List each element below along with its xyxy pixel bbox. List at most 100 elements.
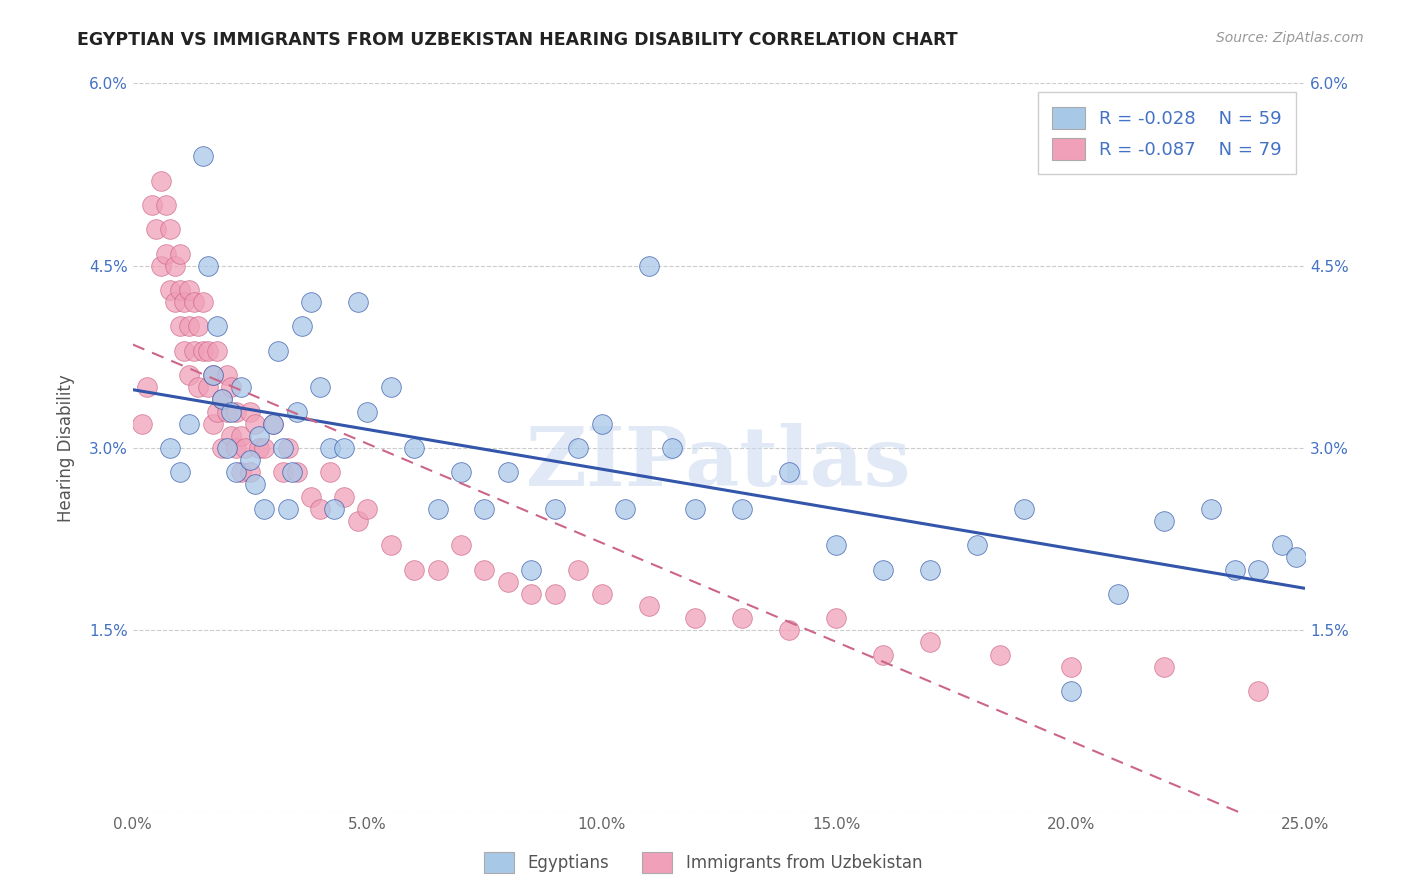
- Point: [229, 380, 252, 394]
- Point: [966, 538, 988, 552]
- Point: [450, 465, 472, 479]
- Point: [520, 562, 543, 576]
- Point: [219, 429, 242, 443]
- Point: [825, 611, 848, 625]
- Point: [285, 465, 308, 479]
- Point: [872, 648, 894, 662]
- Point: [249, 441, 271, 455]
- Point: [1201, 501, 1223, 516]
- Point: [333, 441, 356, 455]
- Point: [169, 465, 191, 479]
- Point: [299, 295, 322, 310]
- Point: [183, 343, 205, 358]
- Y-axis label: Hearing Disability: Hearing Disability: [58, 374, 75, 522]
- Point: [191, 343, 214, 358]
- Point: [243, 417, 266, 431]
- Point: [145, 222, 167, 236]
- Point: [197, 259, 219, 273]
- Point: [731, 501, 754, 516]
- Point: [591, 587, 613, 601]
- Point: [277, 441, 299, 455]
- Point: [229, 429, 252, 443]
- Point: [169, 319, 191, 334]
- Point: [205, 343, 228, 358]
- Point: [356, 404, 378, 418]
- Point: [219, 404, 242, 418]
- Point: [201, 368, 224, 382]
- Point: [271, 441, 294, 455]
- Point: [918, 562, 941, 576]
- Point: [215, 368, 238, 382]
- Point: [191, 295, 214, 310]
- Point: [544, 501, 567, 516]
- Point: [614, 501, 637, 516]
- Point: [474, 501, 496, 516]
- Point: [169, 283, 191, 297]
- Point: [229, 465, 252, 479]
- Point: [323, 501, 346, 516]
- Point: [253, 441, 276, 455]
- Point: [567, 562, 589, 576]
- Point: [263, 417, 285, 431]
- Point: [356, 501, 378, 516]
- Point: [637, 259, 659, 273]
- Point: [544, 587, 567, 601]
- Point: [183, 295, 205, 310]
- Point: [131, 417, 153, 431]
- Point: [163, 259, 186, 273]
- Point: [404, 562, 426, 576]
- Point: [333, 490, 356, 504]
- Point: [872, 562, 894, 576]
- Point: [685, 611, 707, 625]
- Point: [1012, 501, 1035, 516]
- Point: [243, 477, 266, 491]
- Point: [1223, 562, 1246, 576]
- Point: [291, 319, 314, 334]
- Point: [267, 343, 290, 358]
- Point: [281, 465, 304, 479]
- Point: [347, 514, 370, 528]
- Point: [1247, 684, 1270, 698]
- Point: [591, 417, 613, 431]
- Point: [205, 404, 228, 418]
- Point: [1107, 587, 1129, 601]
- Point: [1271, 538, 1294, 552]
- Point: [205, 319, 228, 334]
- Point: [277, 501, 299, 516]
- Point: [173, 343, 195, 358]
- Text: EGYPTIAN VS IMMIGRANTS FROM UZBEKISTAN HEARING DISABILITY CORRELATION CHART: EGYPTIAN VS IMMIGRANTS FROM UZBEKISTAN H…: [77, 31, 957, 49]
- Point: [285, 404, 308, 418]
- Point: [404, 441, 426, 455]
- Point: [149, 259, 172, 273]
- Point: [211, 392, 233, 407]
- Point: [426, 562, 449, 576]
- Point: [163, 295, 186, 310]
- Legend: Egyptians, Immigrants from Uzbekistan: Egyptians, Immigrants from Uzbekistan: [477, 846, 929, 880]
- Point: [215, 441, 238, 455]
- Point: [1285, 550, 1308, 565]
- Point: [380, 380, 402, 394]
- Point: [239, 404, 262, 418]
- Point: [918, 635, 941, 649]
- Point: [309, 380, 332, 394]
- Text: Source: ZipAtlas.com: Source: ZipAtlas.com: [1216, 31, 1364, 45]
- Point: [319, 441, 342, 455]
- Point: [1153, 514, 1175, 528]
- Point: [309, 501, 332, 516]
- Point: [426, 501, 449, 516]
- Point: [520, 587, 543, 601]
- Point: [225, 404, 247, 418]
- Point: [1153, 659, 1175, 673]
- Point: [496, 465, 519, 479]
- Point: [159, 283, 181, 297]
- Point: [685, 501, 707, 516]
- Point: [731, 611, 754, 625]
- Point: [155, 198, 177, 212]
- Point: [201, 368, 224, 382]
- Point: [149, 174, 172, 188]
- Point: [253, 501, 276, 516]
- Point: [1059, 684, 1081, 698]
- Point: [141, 198, 163, 212]
- Point: [219, 380, 242, 394]
- Point: [233, 441, 256, 455]
